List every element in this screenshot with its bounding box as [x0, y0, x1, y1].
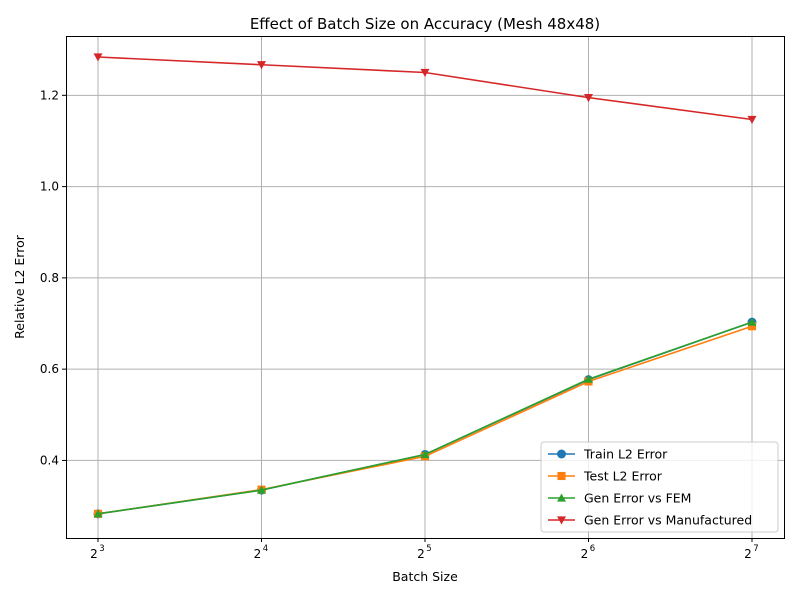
x-tick-label: 2	[744, 547, 752, 561]
data-point-marker	[557, 449, 566, 459]
data-point-marker	[420, 449, 430, 459]
x-tick-label: 2	[254, 547, 262, 561]
y-tick-label: 0.4	[40, 453, 59, 467]
x-tick-exponent: 7	[753, 544, 758, 554]
data-point-marker	[257, 61, 266, 70]
grid-lines	[66, 36, 784, 538]
data-point-marker	[584, 94, 593, 103]
data-point-marker	[93, 53, 103, 62]
y-tick-label: 1.0	[40, 180, 59, 194]
legend-label: Gen Error vs Manufactured	[584, 513, 752, 528]
y-tick-label: 1.2	[40, 88, 59, 102]
data-point-marker	[257, 485, 266, 494]
data-point-marker	[557, 516, 566, 525]
y-tick-label: 0.8	[40, 271, 59, 285]
data-point-marker	[747, 115, 757, 125]
x-tick-label: 2	[90, 547, 98, 561]
data-point-marker	[747, 317, 757, 326]
x-tick-exponent: 5	[426, 544, 431, 554]
legend-label: Test L2 Error	[583, 469, 663, 484]
x-tick-exponent: 4	[263, 544, 268, 554]
legend-label: Train L2 Error	[583, 447, 668, 462]
x-axis-label: Batch Size	[392, 569, 458, 584]
y-axis-label: Relative L2 Error	[12, 234, 27, 339]
data-point-marker	[93, 509, 103, 518]
series	[93, 317, 757, 518]
legend-item: Test L2 Error	[548, 469, 663, 484]
data-point-marker	[747, 322, 757, 331]
data-point-marker	[584, 374, 593, 383]
data-point-marker	[557, 493, 566, 502]
x-tick-exponent: 6	[590, 544, 595, 554]
x-tick-exponent: 3	[99, 544, 104, 554]
series-lines	[93, 53, 757, 519]
series	[93, 53, 757, 125]
x-tick-label: 2	[417, 547, 425, 561]
y-tick-label: 0.6	[40, 362, 59, 376]
x-tick-label: 2	[581, 547, 589, 561]
legend-item: Train L2 Error	[548, 447, 668, 462]
legend: Train L2 Error Test L2 Error Gen Error vs …	[540, 441, 779, 533]
chart-title: Effect of Batch Size on Accuracy (Mesh 4…	[250, 15, 600, 33]
data-point-marker	[420, 68, 430, 78]
data-point-marker	[557, 471, 566, 481]
legend-box	[540, 441, 779, 533]
legend-item: Gen Error vs Manufactured	[548, 513, 752, 528]
legend-label: Gen Error vs FEM	[584, 491, 691, 506]
y-axis-ticks: 0.4 0.6 0.8 1.0 1.2	[40, 88, 66, 467]
legend-item: Gen Error vs FEM	[548, 491, 691, 506]
